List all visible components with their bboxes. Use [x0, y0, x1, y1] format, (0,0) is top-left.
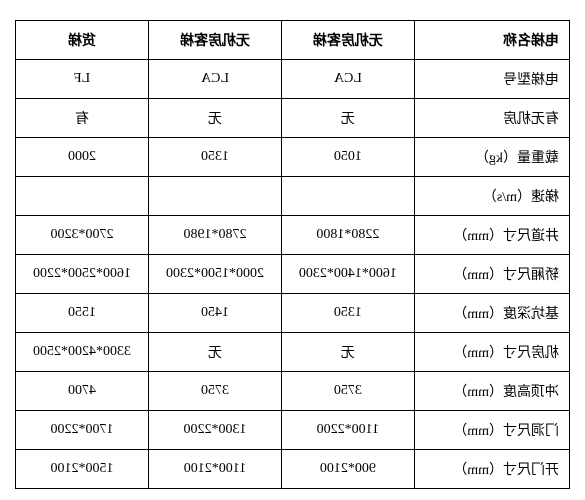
row-cell: 无 — [281, 333, 414, 372]
row-cell: 1600*2500*2200 — [16, 255, 149, 294]
row-cell: 1100*2100 — [148, 450, 281, 489]
table-row: 轿厢尺寸（mm） 1600*1400*2300 2000*1500*2300 1… — [16, 255, 570, 294]
row-cell: 1500*2100 — [16, 450, 149, 489]
row-cell: 无 — [148, 99, 281, 138]
row-label: 梯速（m/s） — [414, 177, 569, 216]
row-cell: 2700*3200 — [16, 216, 149, 255]
row-cell: 2280*1800 — [281, 216, 414, 255]
header-cell-name: 电梯名称 — [414, 21, 569, 60]
row-cell: 1700*2200 — [16, 411, 149, 450]
row-label: 开门尺寸（mm） — [414, 450, 569, 489]
row-cell: 3750 — [281, 372, 414, 411]
table-row: 机房尺寸（mm） 无 无 3300*4200*2500 — [16, 333, 570, 372]
row-label: 有无机房 — [414, 99, 569, 138]
row-label: 载重量（kg） — [414, 138, 569, 177]
row-cell: LCA — [281, 60, 414, 99]
table-row: 有无机房 无 无 有 — [16, 99, 570, 138]
row-cell: 有 — [16, 99, 149, 138]
row-label: 机房尺寸（mm） — [414, 333, 569, 372]
row-cell: 1050 — [281, 138, 414, 177]
row-cell: 3750 — [148, 372, 281, 411]
table-row: 载重量（kg） 1050 1350 2000 — [16, 138, 570, 177]
table-row: 梯速（m/s） — [16, 177, 570, 216]
row-cell: LCA — [148, 60, 281, 99]
row-cell: 2780*1980 — [148, 216, 281, 255]
row-cell — [281, 177, 414, 216]
row-label: 电梯型号 — [414, 60, 569, 99]
row-cell: 2000 — [16, 138, 149, 177]
row-cell: 1350 — [281, 294, 414, 333]
row-cell: 1350 — [148, 138, 281, 177]
row-label: 基坑深度（mm） — [414, 294, 569, 333]
row-label: 门洞尺寸（mm） — [414, 411, 569, 450]
table-row: 电梯型号 LCA LCA LF — [16, 60, 570, 99]
row-cell: 1450 — [148, 294, 281, 333]
table-row: 门洞尺寸（mm） 1100*2200 1300*2200 1700*2200 — [16, 411, 570, 450]
row-cell: 无 — [148, 333, 281, 372]
table-header-row: 电梯名称 无机房客梯 无机房客梯 货梯 — [16, 21, 570, 60]
row-cell: 1300*2200 — [148, 411, 281, 450]
header-cell-col2: 无机房客梯 — [148, 21, 281, 60]
row-cell: 3300*4200*2500 — [16, 333, 149, 372]
table-row: 井道尺寸（mm） 2280*1800 2780*1980 2700*3200 — [16, 216, 570, 255]
row-cell: 900*2100 — [281, 450, 414, 489]
row-cell: 无 — [281, 99, 414, 138]
row-cell: 2000*1500*2300 — [148, 255, 281, 294]
row-cell: LF — [16, 60, 149, 99]
elevator-specs-table: 电梯名称 无机房客梯 无机房客梯 货梯 电梯型号 LCA LCA LF 有无机房… — [15, 20, 570, 489]
row-label: 井道尺寸（mm） — [414, 216, 569, 255]
table-row: 冲顶高度（mm） 3750 3750 4700 — [16, 372, 570, 411]
header-cell-col3: 货梯 — [16, 21, 149, 60]
row-cell — [148, 177, 281, 216]
row-cell: 4700 — [16, 372, 149, 411]
row-cell: 1600*1400*2300 — [281, 255, 414, 294]
row-label: 冲顶高度（mm） — [414, 372, 569, 411]
row-cell: 1100*2200 — [281, 411, 414, 450]
row-cell — [16, 177, 149, 216]
table-row: 开门尺寸（mm） 900*2100 1100*2100 1500*2100 — [16, 450, 570, 489]
table-row: 基坑深度（mm） 1350 1450 1550 — [16, 294, 570, 333]
row-cell: 1550 — [16, 294, 149, 333]
header-cell-col1: 无机房客梯 — [281, 21, 414, 60]
row-label: 轿厢尺寸（mm） — [414, 255, 569, 294]
